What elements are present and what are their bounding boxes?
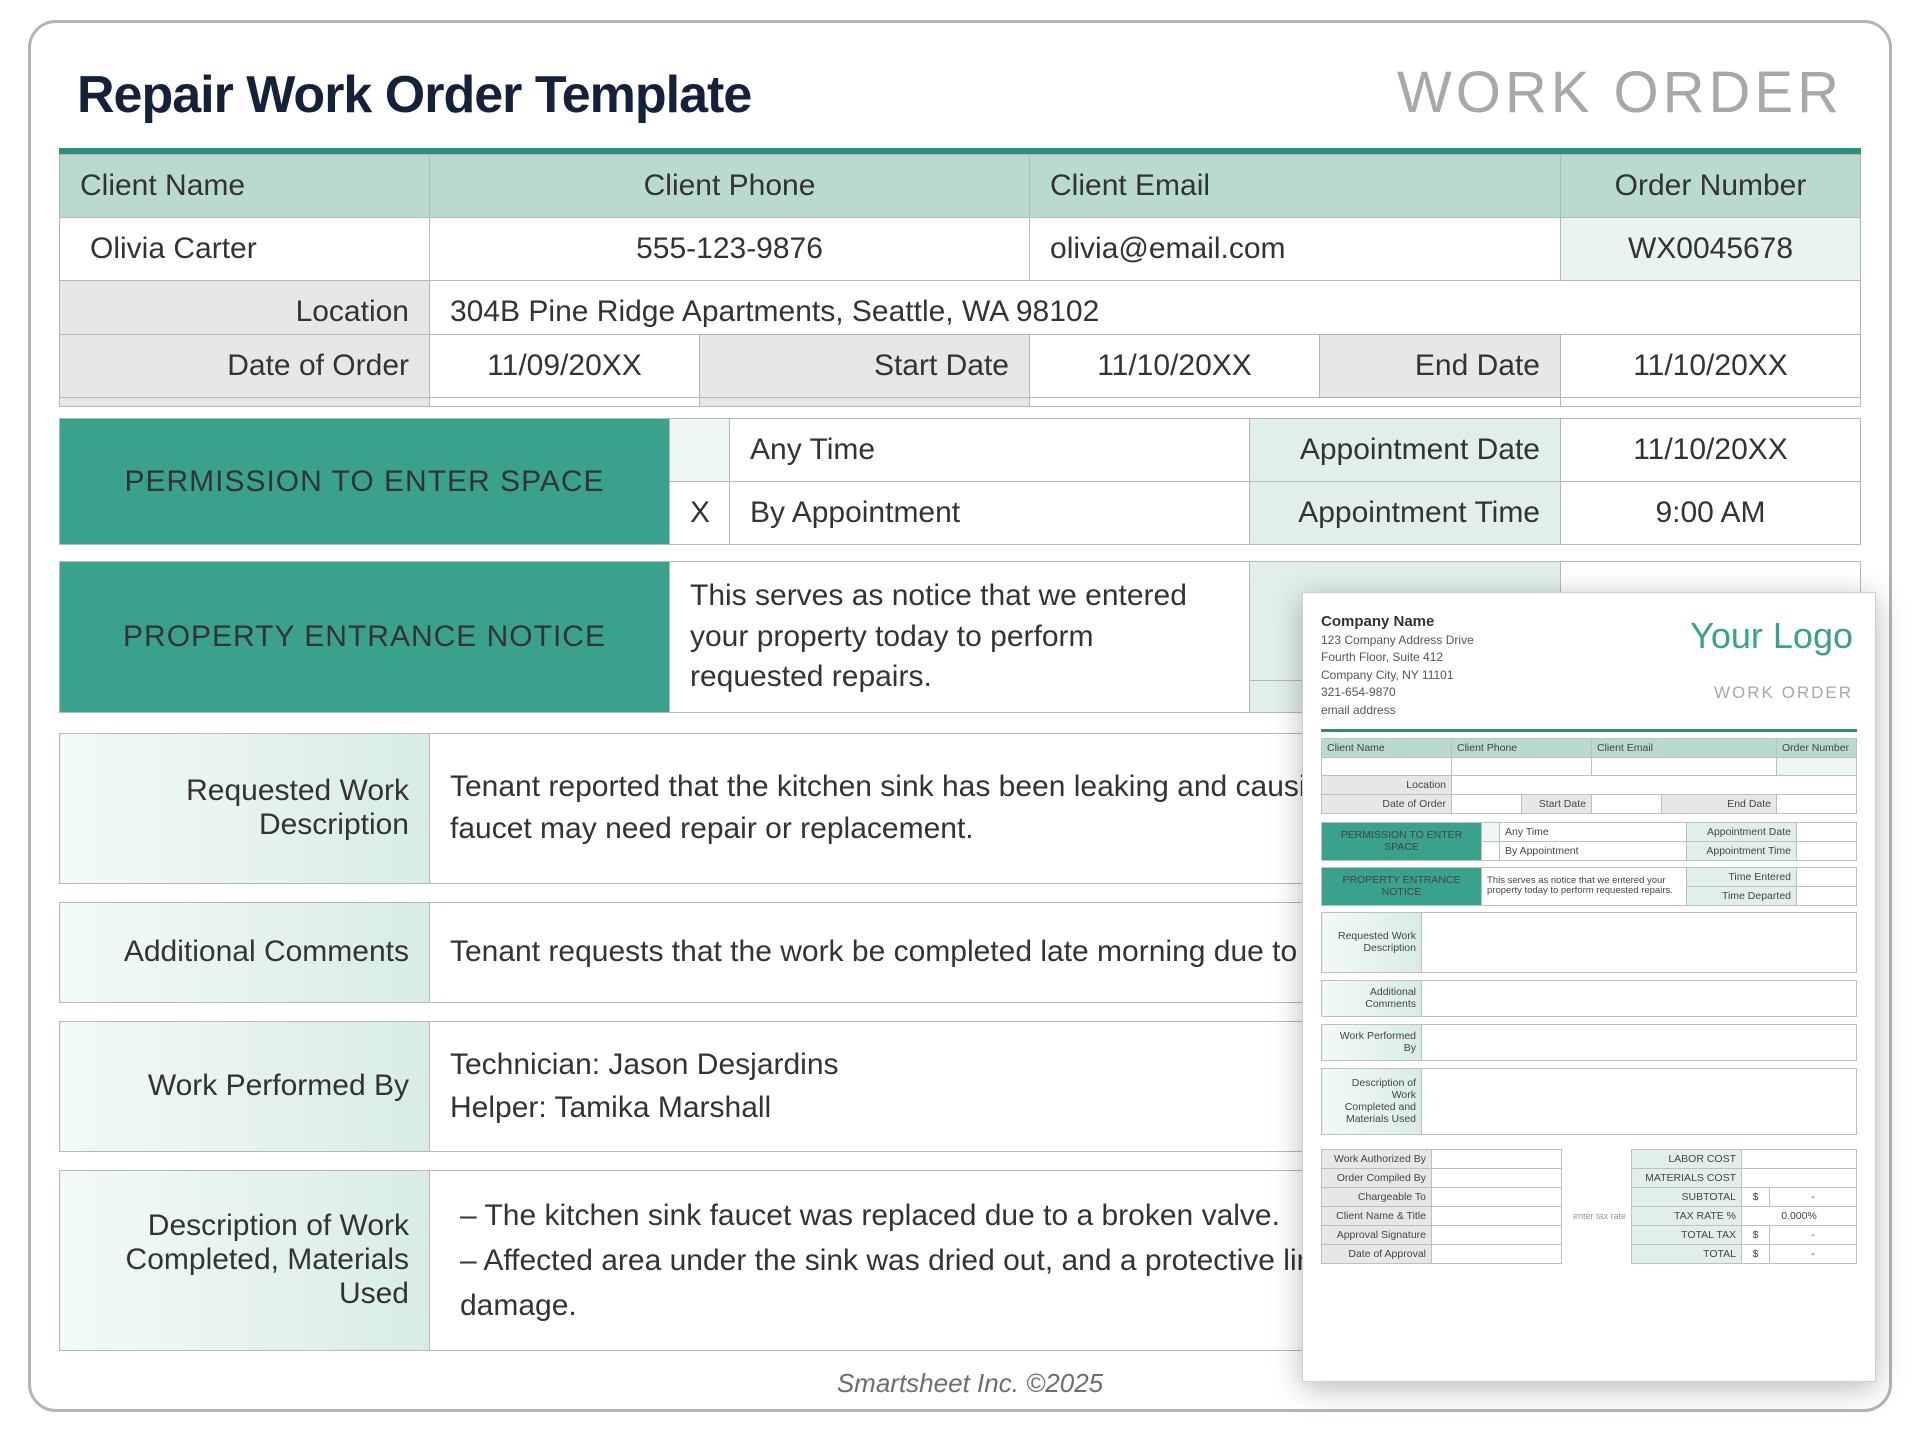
requested-work-label1: Requested Work [80, 774, 409, 808]
preview-entrance-table: PROPERTY ENTRANCE NOTICE This serves as … [1321, 867, 1857, 906]
label-start-date2: Start Date [700, 335, 1030, 398]
work-completed-label: Description of Work Completed, Materials… [60, 1170, 430, 1350]
entrance-text: This serves as notice that we entered yo… [670, 562, 1250, 713]
label-client-email: Client Email [1030, 155, 1561, 218]
preview-logo-text: Your Logo [1690, 615, 1853, 657]
appt-date-value: 11/10/20XX [1561, 419, 1861, 482]
value-order-number: WX0045678 [1561, 218, 1861, 281]
work-completed-label2: Completed, Materials [80, 1243, 409, 1277]
requested-work-label: Requested Work Description [60, 733, 430, 883]
label-end-date: End Date [1320, 335, 1561, 398]
work-completed-label3: Used [80, 1277, 409, 1311]
anytime-label: Any Time [730, 419, 1250, 482]
preview-permission-table: PERMISSION TO ENTER SPACE Any Time Appoi… [1321, 822, 1857, 861]
permission-row1: PERMISSION TO ENTER SPACE Any Time Appoi… [60, 419, 1861, 482]
preview-top-rule [1321, 729, 1857, 732]
value-client-name: Olivia Carter [60, 218, 430, 281]
template-preview-card: Company Name 123 Company Address Drive F… [1302, 592, 1876, 1382]
value-client-email: olivia@email.com [1030, 218, 1561, 281]
appointment-checkbox[interactable]: X [670, 482, 730, 545]
preview-wo-heading: WORK ORDER [1714, 683, 1853, 703]
appt-time-value: 9:00 AM [1561, 482, 1861, 545]
title-row: Repair Work Order Template WORK ORDER [41, 59, 1879, 138]
additional-comments-label: Additional Comments [60, 902, 430, 1002]
label-client-phone: Client Phone [430, 155, 1030, 218]
page-title: Repair Work Order Template [77, 65, 751, 125]
requested-work-label2: Description [80, 808, 409, 842]
appt-time-label: Appointment Time [1250, 482, 1561, 545]
value-order-date2: 11/09/20XX [430, 335, 700, 398]
label-client-name: Client Name [60, 155, 430, 218]
client-header-values: Olivia Carter 555-123-9876 olivia@email.… [60, 218, 1861, 281]
performed-by-label: Work Performed By [60, 1021, 430, 1151]
dates-overlay: Date of Order 11/09/20XX Start Date 11/1… [59, 334, 1861, 398]
value-client-phone: 555-123-9876 [430, 218, 1030, 281]
anytime-checkbox[interactable] [670, 419, 730, 482]
appointment-label: By Appointment [730, 482, 1250, 545]
value-start-date2: 11/10/20XX [1030, 335, 1320, 398]
client-header-labels: Client Name Client Phone Client Email Or… [60, 155, 1861, 218]
preview-signoff-table: Work Authorized By LABOR COST Order Comp… [1321, 1149, 1857, 1264]
work-order-heading: WORK ORDER [1397, 59, 1843, 126]
label-order-date2: Date of Order [60, 335, 430, 398]
dates-row-real: Date of Order 11/09/20XX Start Date 11/1… [60, 335, 1861, 398]
appt-date-label: Appointment Date [1250, 419, 1561, 482]
work-completed-label1: Description of Work [80, 1209, 409, 1243]
entrance-header: PROPERTY ENTRANCE NOTICE [60, 562, 670, 713]
permission-table: PERMISSION TO ENTER SPACE Any Time Appoi… [59, 418, 1861, 545]
preview-client-table: Client Name Client Phone Client Email Or… [1321, 738, 1857, 814]
value-end-date2: 11/10/20XX [1561, 335, 1861, 398]
permission-header: PERMISSION TO ENTER SPACE [60, 419, 670, 545]
preview-desc-tables: Requested WorkDescription Additional Com… [1321, 912, 1857, 1135]
label-order-number: Order Number [1561, 155, 1861, 218]
